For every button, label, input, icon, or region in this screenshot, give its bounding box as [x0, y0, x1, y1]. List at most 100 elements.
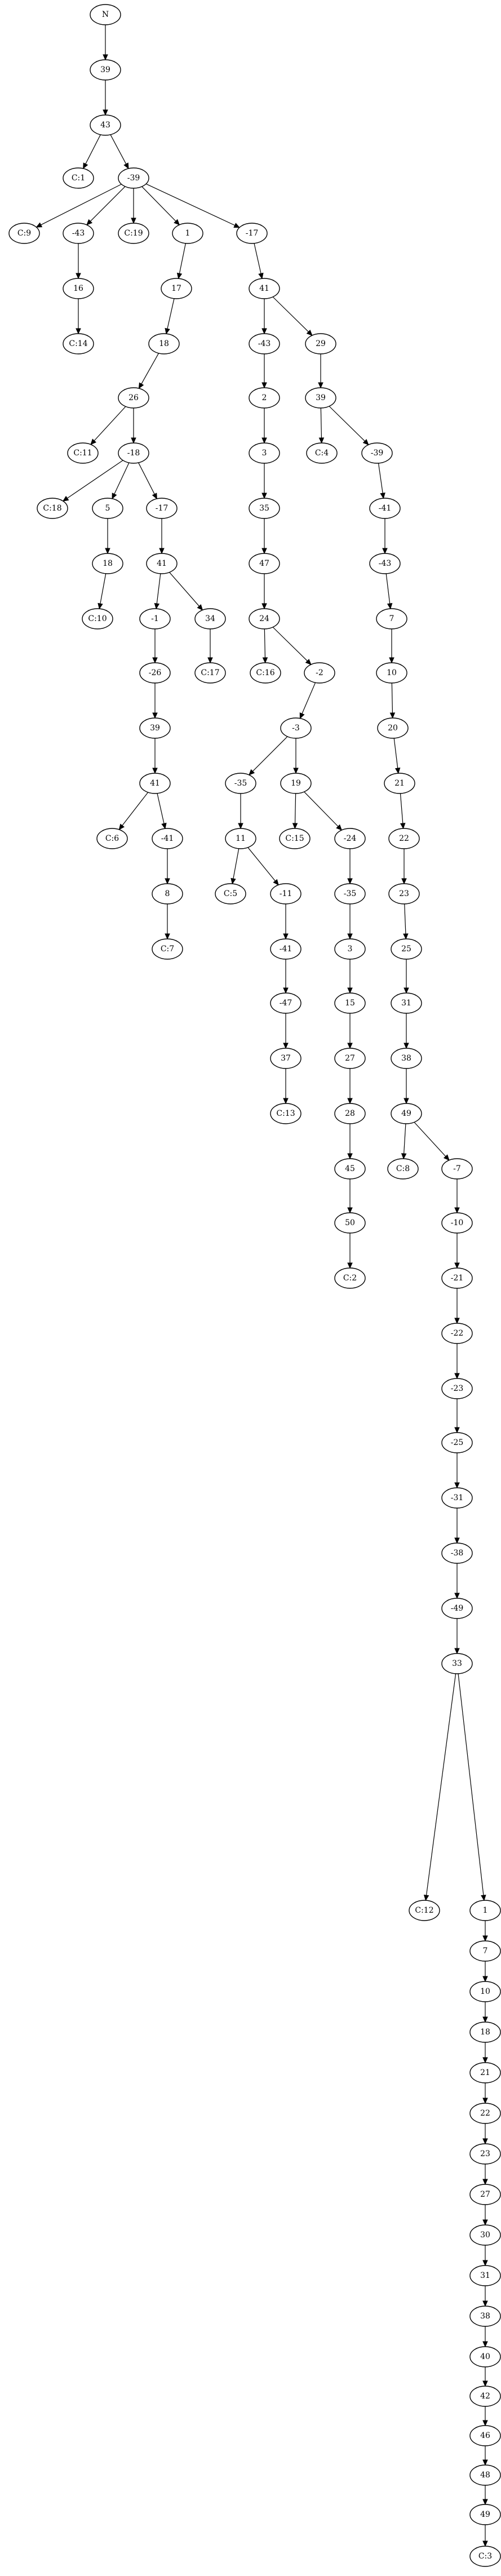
edge-n94-n95 — [482, 2083, 488, 2104]
edge-line — [141, 186, 176, 221]
edge-n79-n80 — [454, 1179, 460, 1214]
node-ellipse — [334, 828, 366, 849]
edge-n53-n55 — [347, 959, 353, 994]
node-neg23: -23 — [441, 1378, 473, 1399]
edge-n18-n20 — [105, 518, 110, 555]
edge-n96-n97 — [482, 2164, 488, 2185]
node-label: -1 — [151, 614, 159, 623]
node-label: 31 — [480, 2271, 490, 2280]
edge-n31-n32 — [165, 904, 170, 940]
arrowhead-icon — [318, 382, 323, 389]
node-ellipse — [387, 1158, 419, 1180]
arrowhead-icon — [454, 1537, 460, 1544]
node-ellipse — [441, 1653, 473, 1674]
node-ellipse — [469, 2386, 501, 2407]
node-ellipse — [441, 1158, 473, 1180]
edge-line — [141, 353, 159, 384]
node-neg25: -25 — [441, 1432, 473, 1453]
node-label: 21 — [480, 2068, 490, 2077]
arrowhead-icon — [482, 2420, 488, 2427]
edge-n87-n88 — [454, 1619, 460, 1655]
node-1: 1 — [469, 1900, 501, 1921]
arrowhead-icon — [165, 878, 170, 885]
node-ellipse — [118, 442, 149, 464]
node-label: 18 — [103, 559, 113, 568]
node-label: 29 — [316, 339, 326, 348]
arrowhead-icon — [404, 1043, 409, 1049]
edge-line — [254, 243, 261, 274]
edge-n86-n87 — [454, 1563, 460, 1599]
edge-line — [66, 460, 123, 499]
edge-n63-n65 — [329, 406, 369, 445]
arrowhead-icon — [482, 2098, 488, 2104]
node-ellipse — [139, 608, 171, 629]
node-33: 33 — [441, 1653, 473, 1674]
node-label: 50 — [345, 1218, 355, 1227]
arrowhead-icon — [443, 1154, 450, 1161]
node-label: C:19 — [124, 229, 143, 238]
arrowhead-icon — [262, 657, 268, 664]
edge-n63-n64 — [318, 407, 325, 444]
edge-n50-n52 — [283, 904, 289, 940]
arrowhead-icon — [401, 878, 407, 885]
node-ellipse — [146, 553, 178, 574]
node-label: 49 — [401, 1109, 411, 1118]
node-label: 24 — [259, 614, 269, 623]
node-neg39: -39 — [361, 442, 393, 464]
node-label: -11 — [280, 889, 292, 898]
edge-n36-n37 — [261, 408, 267, 444]
node-neg7: -7 — [441, 1158, 473, 1180]
edge-line — [404, 1123, 406, 1154]
edge-line — [393, 738, 398, 769]
node-ellipse — [152, 938, 183, 960]
node-ellipse — [469, 2184, 501, 2205]
node-label: C:4 — [315, 449, 329, 458]
node-41: 41 — [146, 553, 178, 574]
node-ellipse — [172, 223, 203, 244]
node-c18: C:18 — [37, 498, 68, 519]
edge-n30-n31 — [165, 849, 170, 885]
edge-n40-n42 — [272, 627, 312, 665]
node-label: -35 — [234, 779, 247, 788]
node-neg35: -35 — [334, 883, 366, 905]
node-ellipse — [152, 883, 183, 905]
node-label: 28 — [345, 1109, 355, 1118]
arrowhead-icon — [273, 879, 279, 886]
edge-n77-n79 — [414, 1121, 450, 1161]
node-label: 5 — [105, 504, 110, 513]
arrowhead-icon — [176, 272, 183, 280]
arrowhead-icon — [482, 2057, 488, 2064]
node-label: C:8 — [396, 1164, 410, 1173]
arrowhead-icon — [404, 1098, 409, 1105]
node-11: 11 — [225, 828, 256, 849]
edge-line — [85, 134, 101, 165]
node-45: 45 — [334, 1158, 366, 1180]
arrowhead-icon — [482, 2300, 488, 2307]
node-neg22: -22 — [441, 1323, 473, 1344]
node-39: 39 — [305, 387, 336, 409]
node-ellipse — [90, 114, 121, 136]
node-label: 3 — [348, 945, 353, 954]
node-24: 24 — [249, 608, 280, 629]
edge-n82-n83 — [454, 1344, 460, 1380]
edge-n93-n94 — [482, 2042, 488, 2064]
node-31: 31 — [391, 992, 422, 1014]
edge-n70-n71 — [393, 738, 401, 774]
node-ellipse — [118, 167, 149, 189]
node-ellipse — [369, 498, 401, 519]
node-neg43: -43 — [63, 223, 94, 244]
arrowhead-icon — [97, 602, 103, 610]
node-21: 21 — [384, 773, 415, 794]
node-label: -3 — [292, 724, 300, 733]
arrowhead-icon — [112, 493, 117, 499]
edge-line — [414, 1121, 446, 1157]
node-neg47: -47 — [270, 992, 302, 1014]
arrowhead-icon — [62, 495, 69, 502]
node-neg26: -26 — [139, 662, 171, 684]
arrowhead-icon — [481, 1895, 486, 1901]
arrowhead-icon — [197, 604, 203, 611]
arrowhead-icon — [283, 987, 289, 994]
arrowhead-icon — [165, 327, 170, 335]
arrowhead-icon — [482, 2380, 488, 2387]
node-label: -35 — [344, 889, 357, 898]
